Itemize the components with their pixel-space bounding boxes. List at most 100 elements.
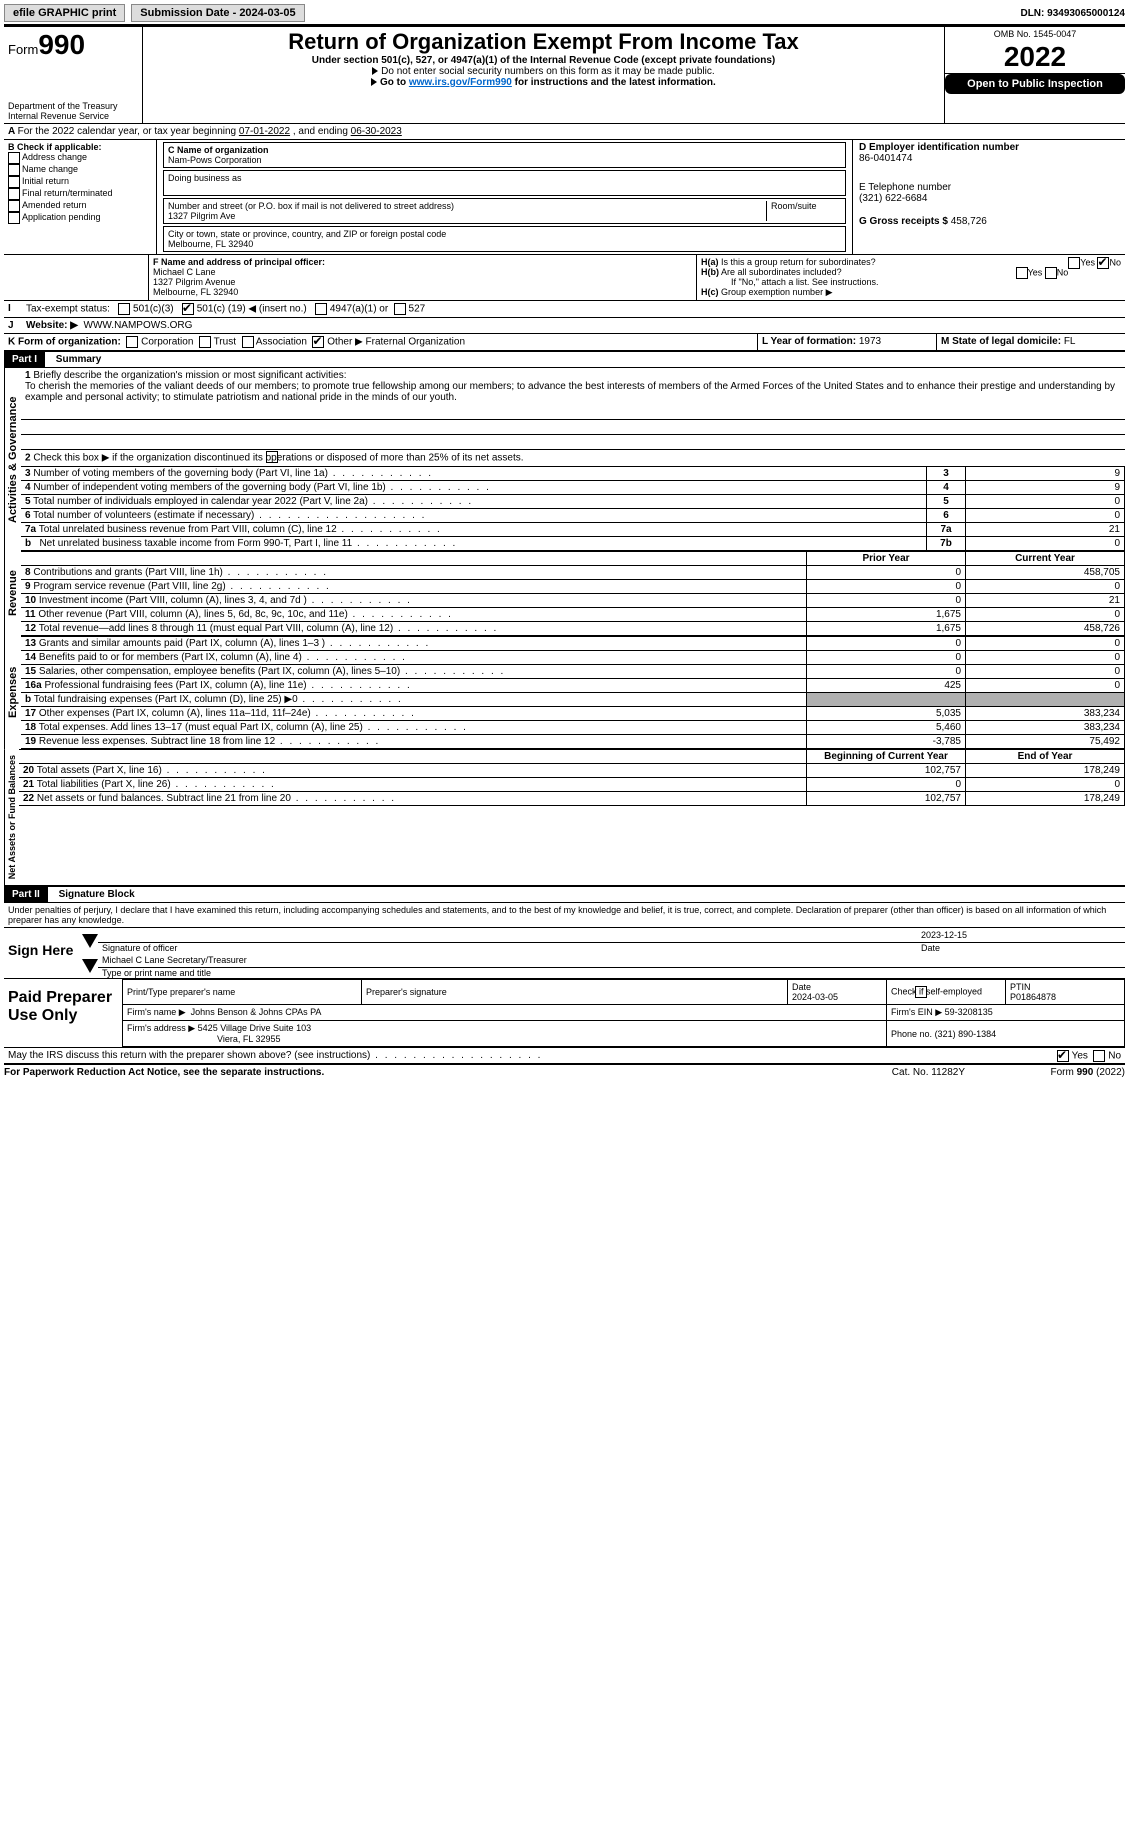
tab-expenses: Expenses xyxy=(4,636,21,749)
a-mid: , and ending xyxy=(290,126,351,137)
part1-badge: Part I xyxy=(4,352,45,367)
top-bar: efile GRAPHIC print Submission Date - 20… xyxy=(4,4,1125,22)
chk-address[interactable] xyxy=(8,152,20,164)
ha-text: Is this a group return for subordinates? xyxy=(721,257,876,267)
c-name-lbl: C Name of organization xyxy=(168,145,841,155)
chk-selfemp[interactable] xyxy=(915,986,927,998)
ha-yes[interactable] xyxy=(1068,257,1080,269)
may-yes[interactable] xyxy=(1057,1050,1069,1062)
ha-no[interactable] xyxy=(1097,257,1109,269)
chk-pending[interactable] xyxy=(8,212,20,224)
line-j: J Website: ▶ WWW.NAMPOWS.ORG xyxy=(4,318,1125,334)
i-lbl: Tax-exempt status: xyxy=(26,304,110,315)
entity-block: B Check if applicable: Address change Na… xyxy=(4,140,1125,255)
chk-4947[interactable] xyxy=(315,303,327,315)
p-chk: Check if self-employed xyxy=(891,987,982,997)
part2-title: Signature Block xyxy=(51,889,135,900)
chk-amended[interactable] xyxy=(8,200,20,212)
part2-header: Part II Signature Block xyxy=(4,886,1125,903)
firm-addr-lbl: Firm's address ▶ xyxy=(127,1023,195,1033)
p-date: 2024-03-05 xyxy=(792,992,838,1002)
arrow-icon xyxy=(82,959,98,973)
revenue-block: Revenue Prior YearCurrent Year 8 Contrib… xyxy=(4,551,1125,636)
p-date-lbl: Date xyxy=(792,982,811,992)
table-row: 13 Grants and similar amounts paid (Part… xyxy=(21,637,1125,651)
table-row: b Net unrelated business taxable income … xyxy=(21,537,1125,551)
chk-assoc[interactable] xyxy=(242,336,254,348)
open-public-badge: Open to Public Inspection xyxy=(945,74,1125,94)
i-o4: 527 xyxy=(409,304,426,315)
website: WWW.NAMPOWS.ORG xyxy=(84,320,193,331)
a-pre: For the 2022 calendar year, or tax year … xyxy=(18,126,239,137)
table-row: 9 Program service revenue (Part VIII, li… xyxy=(21,580,1125,594)
dept-treasury: Department of the Treasury xyxy=(8,101,138,111)
hc-text: Group exemption number ▶ xyxy=(721,287,832,297)
table-row: 11 Other revenue (Part VIII, column (A),… xyxy=(21,608,1125,622)
submission-badge: Submission Date - 2024-03-05 xyxy=(131,4,304,22)
i-o2n: 19 xyxy=(231,304,242,315)
mission-text: To cherish the memories of the valiant d… xyxy=(25,381,1115,403)
chk-discontinued[interactable] xyxy=(266,451,278,463)
table-row: 15 Salaries, other compensation, employe… xyxy=(21,665,1125,679)
chk-final[interactable] xyxy=(8,188,20,200)
hb-yes[interactable] xyxy=(1016,267,1028,279)
form-header: Form990 Department of the Treasury Inter… xyxy=(4,24,1125,124)
efile-badge: efile GRAPHIC print xyxy=(4,4,125,22)
table-row: 16a Professional fundraising fees (Part … xyxy=(21,679,1125,693)
f-h-block: F Name and address of principal officer:… xyxy=(4,255,1125,301)
may-no[interactable] xyxy=(1093,1050,1105,1062)
form-num: 990 xyxy=(38,29,85,60)
section-b: B Check if applicable: Address change Na… xyxy=(4,140,157,254)
ptin: P01864878 xyxy=(1010,992,1056,1002)
l-val: 1973 xyxy=(859,336,881,347)
tab-revenue: Revenue xyxy=(4,551,21,636)
firm-ein-lbl: Firm's EIN ▶ xyxy=(891,1007,942,1017)
line-klm: K Form of organization: Corporation Trus… xyxy=(4,334,1125,351)
a-end: 06-30-2023 xyxy=(351,126,402,137)
col-boy: Beginning of Current Year xyxy=(807,750,966,764)
arrow-icon xyxy=(372,67,378,75)
k-trust: Trust xyxy=(214,337,236,348)
i-o2p: 501(c) ( xyxy=(197,304,231,315)
k-assoc: Association xyxy=(256,337,307,348)
chk-other[interactable] xyxy=(312,336,324,348)
prep-phone-lbl: Phone no. xyxy=(891,1029,932,1039)
chk-initial[interactable] xyxy=(8,176,20,188)
i-o2s: ) ◀ (insert no.) xyxy=(242,304,306,315)
firm-ein: 59-3208135 xyxy=(945,1007,993,1017)
chk-501c3[interactable] xyxy=(118,303,130,315)
table-row: 3 Number of voting members of the govern… xyxy=(21,467,1125,481)
chk-name[interactable] xyxy=(8,164,20,176)
hb-no[interactable] xyxy=(1045,267,1057,279)
col-py: Prior Year xyxy=(807,552,966,566)
tab-activities: Activities & Governance xyxy=(4,368,21,551)
section-d: D Employer identification number 86-0401… xyxy=(852,140,1125,254)
table-row: 5 Total number of individuals employed i… xyxy=(21,495,1125,509)
page-footer: For Paperwork Reduction Act Notice, see … xyxy=(4,1064,1125,1078)
may-text: May the IRS discuss this return with the… xyxy=(8,1050,542,1061)
part1-body: Activities & Governance 1 Briefly descri… xyxy=(4,368,1125,551)
chk-501c[interactable] xyxy=(182,303,194,315)
table-row: 4 Number of independent voting members o… xyxy=(21,481,1125,495)
may-discuss: May the IRS discuss this return with the… xyxy=(4,1048,1125,1064)
a-begin: 07-01-2022 xyxy=(239,126,290,137)
chk-trust[interactable] xyxy=(199,336,211,348)
form-number: Form990 xyxy=(8,29,138,61)
hb-text: Are all subordinates included? xyxy=(721,267,842,277)
chk-corp[interactable] xyxy=(126,336,138,348)
dba-lbl: Doing business as xyxy=(168,173,841,183)
part2-badge: Part II xyxy=(4,887,48,902)
p-name-lbl: Print/Type preparer's name xyxy=(123,980,362,1005)
table-row: 6 Total number of volunteers (estimate i… xyxy=(21,509,1125,523)
form990-link[interactable]: www.irs.gov/Form990 xyxy=(409,77,512,88)
subtitle-2: Do not enter social security numbers on … xyxy=(381,66,714,77)
table-row: 12 Total revenue—add lines 8 through 11 … xyxy=(21,622,1125,636)
col-cy: Current Year xyxy=(966,552,1125,566)
table-row: 17 Other expenses (Part IX, column (A), … xyxy=(21,707,1125,721)
officer-addr2: Melbourne, FL 32940 xyxy=(153,287,692,297)
tax-year: 2022 xyxy=(945,41,1125,74)
lines-3-7: 3 Number of voting members of the govern… xyxy=(21,466,1125,551)
part1-header: Part I Summary xyxy=(4,351,1125,368)
q2: Check this box ▶ if the organization dis… xyxy=(33,453,523,464)
chk-527[interactable] xyxy=(394,303,406,315)
